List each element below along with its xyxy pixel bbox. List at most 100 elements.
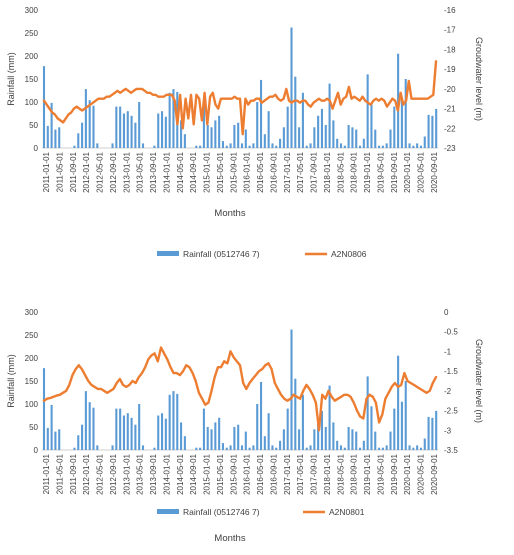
rainfall-bar: [130, 417, 133, 450]
rainfall-bar: [279, 440, 282, 450]
rainfall-bar: [404, 79, 407, 148]
rainfall-bar: [141, 445, 145, 450]
rainfall-bar: [111, 143, 114, 148]
x-tick-label: 2011-05-01: [55, 453, 64, 494]
rainfall-bar: [115, 106, 118, 148]
rainfall-bar: [370, 406, 373, 450]
y-tick-label: 200: [25, 354, 39, 363]
rainfall-bar: [275, 447, 278, 450]
rainfall-bar: [92, 105, 95, 148]
rainfall-bar: [183, 436, 186, 450]
rainfall-bar: [73, 145, 76, 148]
rainfall-bar: [339, 445, 343, 450]
y-axis-title: Rainfall (mm): [6, 354, 16, 408]
y2-tick-label: -2.5: [444, 407, 458, 416]
legend-groundwater-label: A2N0806: [331, 249, 367, 259]
rainfall-bar: [309, 445, 312, 450]
rainfall-bar: [385, 445, 388, 450]
rainfall-bar: [317, 417, 320, 450]
rainfall-bar: [271, 143, 274, 148]
rainfall-bar: [320, 108, 324, 148]
x-tick-label: 2014-01-01: [162, 453, 171, 494]
rainfall-bar: [214, 120, 217, 148]
rainfall-bar: [389, 129, 392, 148]
rainfall-bar: [176, 393, 179, 450]
rainfall-bar: [362, 440, 365, 450]
rainfall-bar: [237, 424, 240, 450]
rainfall-bar: [237, 122, 240, 148]
x-tick-label: 2020-05-01: [417, 453, 426, 494]
rainfall-bar: [404, 381, 407, 450]
y-tick-label: 200: [25, 52, 39, 61]
rainfall-bar: [168, 394, 171, 450]
rainfall-bar: [313, 429, 316, 450]
rainfall-bar: [393, 106, 396, 148]
rainfall-bar: [126, 413, 129, 450]
x-tick-label: 2012-01-01: [82, 151, 91, 192]
x-tick-label: 2011-01-01: [42, 453, 51, 494]
y-tick-label: 150: [25, 75, 39, 84]
rainfall-bar: [298, 127, 301, 148]
rainfall-bar: [336, 440, 339, 450]
y-tick-label: 0: [34, 144, 39, 153]
rainfall-bar: [42, 368, 46, 450]
chart-2: 0 50 100 150 200 250 300 -3.5 -3 -2.5 -2 -1.5 -1 -0.5…: [6, 308, 484, 544]
y2-tick-label: -1.5: [444, 367, 458, 376]
rainfall-bar: [202, 106, 205, 148]
x-tick-label: 2020-05-01: [417, 151, 426, 192]
x-tick-label: 2014-05-01: [176, 453, 185, 494]
legend-rainfall-label: Rainfall (0512746 7): [183, 507, 260, 517]
x-tick-label: 2015-01-01: [203, 151, 212, 192]
rainfall-bar: [202, 408, 205, 450]
rainfall-bar: [435, 410, 438, 450]
x-tick-label: 2019-09-01: [390, 151, 399, 192]
rainfall-bar: [172, 391, 175, 450]
rainfall-bar: [343, 447, 346, 450]
x-tick-label: 2011-09-01: [69, 151, 78, 192]
rainfall-bar: [282, 127, 285, 148]
y2-tick-label: -16: [444, 6, 456, 15]
rainfall-bar: [301, 394, 304, 450]
rainfall-bar: [408, 445, 411, 450]
rainfall-bar: [324, 427, 327, 450]
y-tick-label: 250: [25, 331, 39, 340]
rainfall-bar: [366, 376, 369, 450]
x-tick-label: 2017-09-01: [310, 151, 319, 192]
rainfall-bar: [267, 111, 270, 148]
chart-1: 0 50 100 150 200 250 300 -23 -22 -21 -20 -19 -18 -17 -…: [6, 6, 484, 259]
x-tick-label: 2012-05-01: [96, 453, 105, 494]
rainfall-bar: [275, 145, 278, 148]
x-tick-label: 2016-01-01: [243, 453, 252, 494]
rainfall-bar: [126, 111, 129, 148]
rainfall-bar: [183, 134, 186, 148]
rainfall-bar: [88, 100, 91, 148]
rainfall-bar: [206, 427, 209, 450]
x-tick-label: 2017-05-01: [296, 151, 305, 192]
rainfall-bar: [393, 408, 396, 450]
rainfall-bar: [153, 145, 156, 148]
legend-rainfall-swatch: [157, 251, 179, 256]
y-tick-label: 250: [25, 29, 39, 38]
x-tick-label: 2015-09-01: [229, 151, 238, 192]
rainfall-bar: [252, 143, 255, 148]
rainfall-bar: [164, 116, 167, 148]
rainfall-bar: [240, 445, 244, 450]
rainfall-bar: [298, 429, 301, 450]
rainfall-bar: [233, 427, 236, 450]
rainfall-bar: [172, 89, 175, 148]
x-tick-label: 2017-05-01: [296, 453, 305, 494]
rainfall-bar: [210, 429, 213, 450]
rainfall-bar: [248, 145, 251, 148]
rainfall-bar: [225, 447, 228, 450]
rainfall-bar: [381, 447, 384, 450]
rainfall-bar: [427, 416, 430, 450]
rainfall-bar: [263, 134, 266, 148]
rainfall-bar: [385, 143, 388, 148]
rainfall-bar: [229, 143, 232, 148]
rainfall-bar: [195, 447, 198, 450]
rainfall-bar: [84, 89, 87, 148]
rainfall-bar: [423, 438, 426, 450]
x-tick-label: 2017-01-01: [283, 151, 292, 192]
y2-tick-label: -19: [444, 65, 456, 74]
